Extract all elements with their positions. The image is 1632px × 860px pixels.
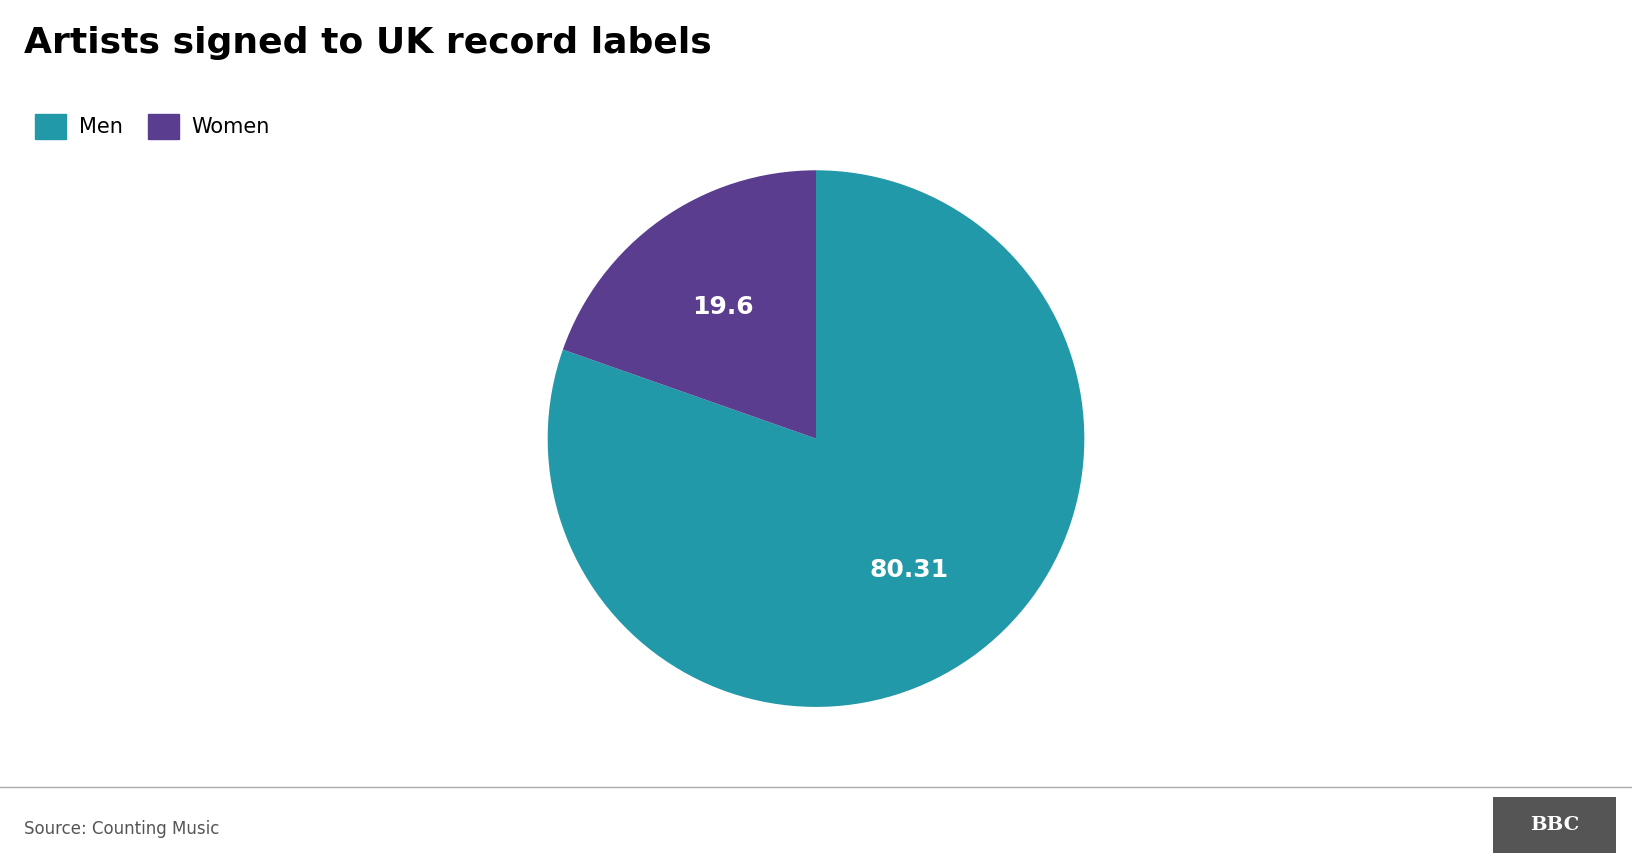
Text: 19.6: 19.6 [692, 295, 754, 319]
Wedge shape [563, 170, 816, 439]
Legend: Men, Women: Men, Women [34, 114, 269, 139]
Text: Artists signed to UK record labels: Artists signed to UK record labels [24, 26, 712, 60]
Wedge shape [548, 170, 1084, 707]
Text: BBC: BBC [1529, 816, 1580, 834]
Text: 80.31: 80.31 [870, 558, 948, 582]
Text: Source: Counting Music: Source: Counting Music [24, 820, 220, 838]
